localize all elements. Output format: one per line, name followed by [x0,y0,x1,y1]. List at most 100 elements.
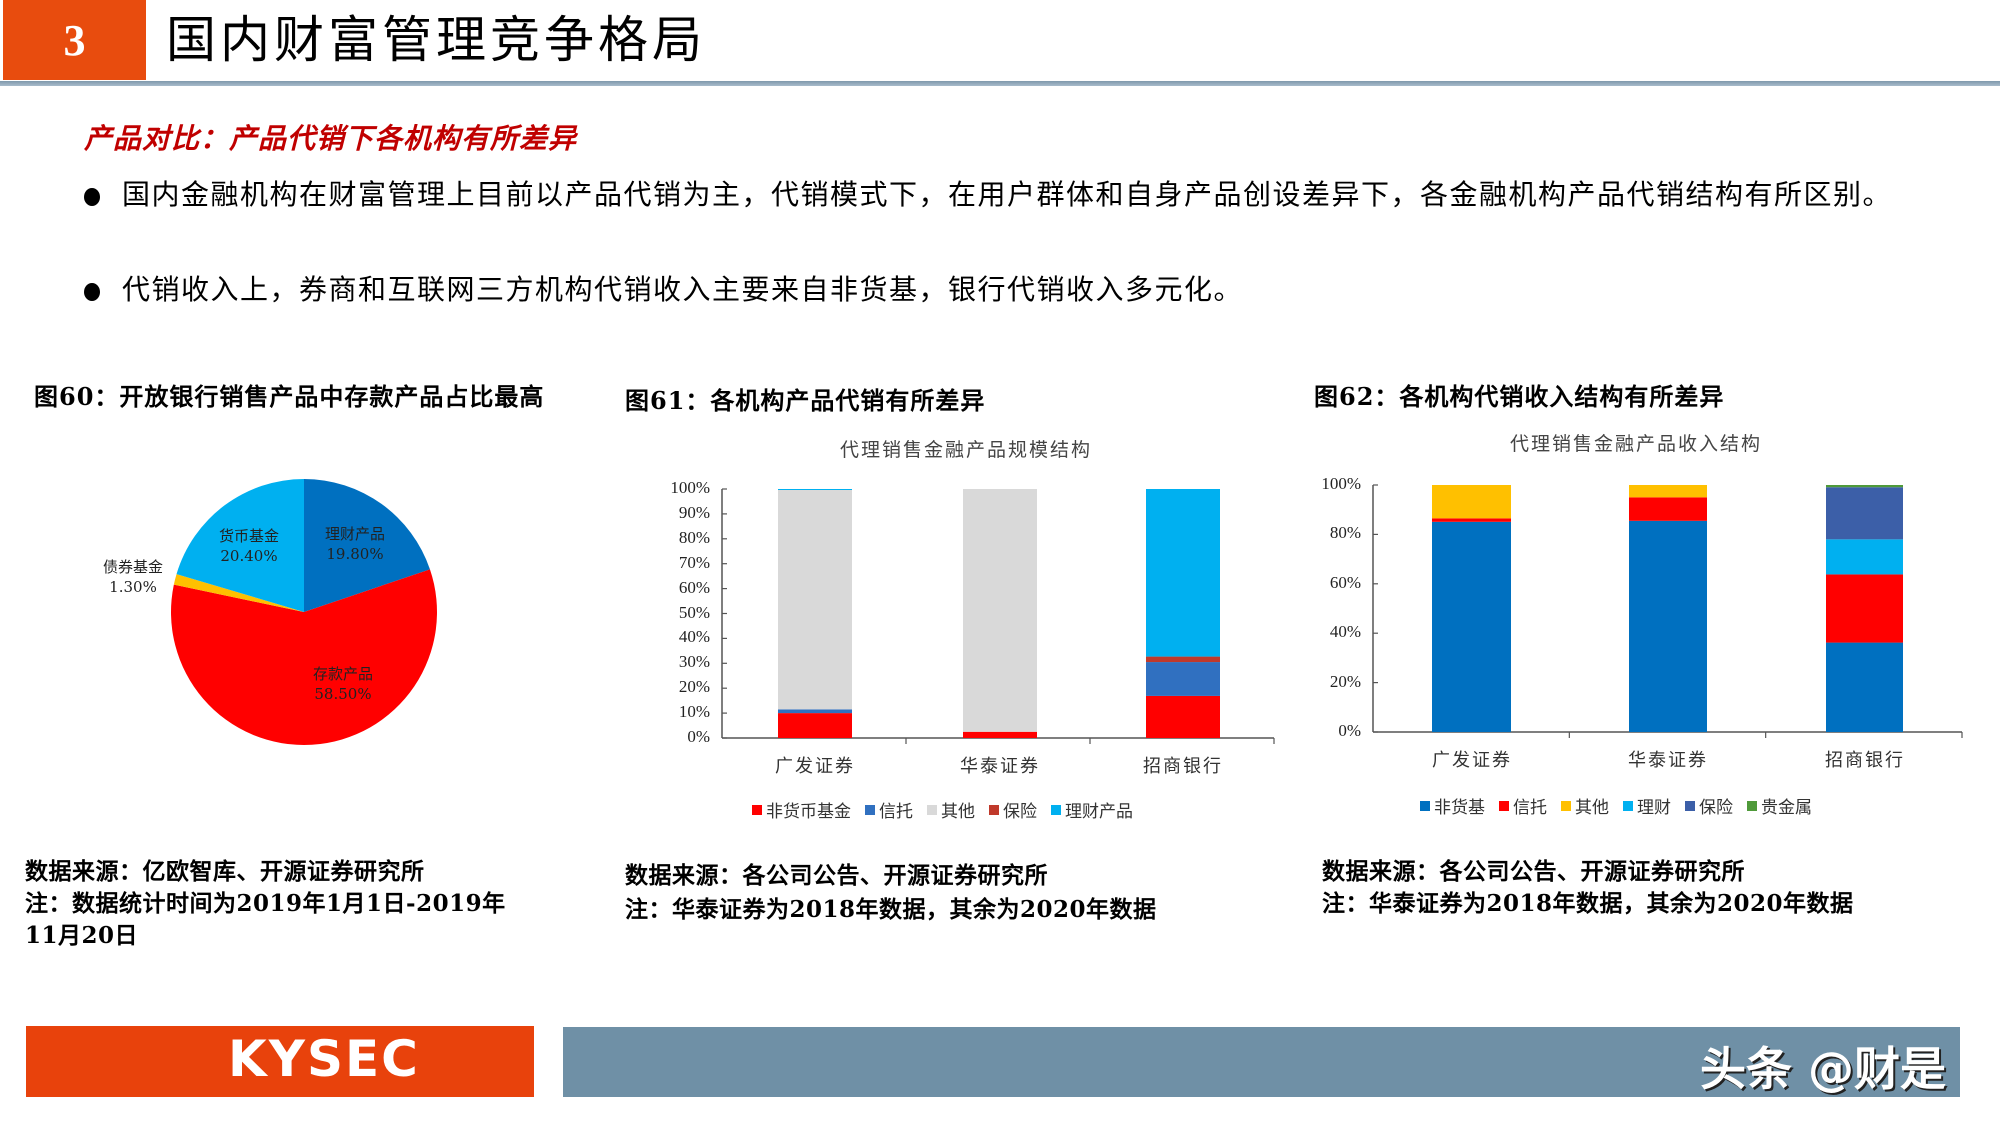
legend-label: 其他 [941,802,975,822]
bar-segment [778,489,852,710]
legend-label: 非货基 [1434,798,1485,818]
figure-60-source: 数据来源：亿欧智库、开源证券研究所 [25,858,425,885]
figure-62-title: 图62：各机构代销收入结构有所差异 [1314,382,1725,411]
chart-62-category: 招商银行 [1825,750,1905,771]
legend-item: 信托 [1499,793,1547,818]
pie-label-bond-fund: 债券基金 1.30% [102,558,163,596]
y-tick-label: 60% [1329,572,1361,592]
chart-62-legend: 非货基 信托 其他 理财 保险 贵金属 [1420,793,1812,818]
bar-segment [1826,574,1903,643]
chart-61-category: 广发证券 [775,756,855,777]
bullet-item: 代销收入上，券商和互联网三方机构代销收入主要来自非货基，银行代销收入多元化。 [84,271,1984,311]
pie-label-money-fund: 货币基金 20.40% [218,527,279,565]
bar-segment [1146,695,1220,738]
bar-segment [1432,485,1511,519]
bullet-item: 国内金融机构在财富管理上目前以产品代销为主，代销模式下，在用户群体和自身产品创设… [84,176,1984,256]
legend-item: 其他 [1561,793,1609,818]
legend-swatch-icon [1561,800,1571,811]
bar-chart-scale [721,488,1275,744]
legend-swatch-icon [1420,800,1430,811]
legend-item: 保险 [1685,793,1733,818]
legend-item: 保险 [989,797,1037,822]
legend-swatch-icon [1747,800,1757,811]
chart-61-category: 招商银行 [1143,756,1223,777]
bar-segment [778,713,852,738]
watermark-text: 头条 @财是 [1700,1042,1947,1096]
legend-item: 理财 [1623,793,1671,818]
figure-60-note: 注：数据统计时间为2019年1月1日-2019年 [25,890,506,917]
legend-swatch-icon [1685,800,1695,811]
figure-62-note: 注：华泰证券为2018年数据，其余为2020年数据 [1322,890,1854,917]
legend-swatch-icon [865,804,875,815]
y-tick-label: 90% [678,502,710,522]
figure-61-note: 注：华泰证券为2018年数据，其余为2020年数据 [625,896,1157,923]
y-tick-label: 70% [678,552,710,572]
y-tick-label: 0% [687,727,710,746]
pie-slice [173,574,304,612]
y-tick-label: 100% [670,478,710,497]
legend-item: 信托 [865,797,913,822]
legend-item: 其他 [927,797,975,822]
y-tick-label: 10% [678,702,710,722]
header-divider [0,81,2000,86]
legend-item: 非货基 [1420,793,1485,818]
y-tick-label: 20% [1329,671,1361,691]
figure-60-title: 图60：开放银行销售产品中存款产品占比最高 [34,382,545,411]
legend-swatch-icon [1499,800,1509,811]
legend-label: 信托 [1513,798,1547,818]
bar-segment [1432,521,1511,732]
legend-swatch-icon [927,804,937,815]
legend-label: 非货币基金 [766,802,851,822]
pie-label-wealth: 理财产品 19.80% [324,525,385,563]
legend-label: 理财产品 [1065,802,1133,822]
y-tick-label: 50% [678,602,710,622]
bar-segment [778,709,852,714]
chart-62-category: 华泰证券 [1628,750,1708,771]
y-tick-label: 20% [678,677,710,697]
pie-chart [170,479,437,745]
footer-bar [563,1027,1960,1097]
pie-slice [176,479,304,612]
bar-segment [1432,518,1511,522]
figure-61-source: 数据来源：各公司公告、开源证券研究所 [625,862,1048,889]
pie-slice [170,569,437,745]
page-title: 国内财富管理竞争格局 [166,11,706,69]
y-tick-label: 80% [678,527,710,547]
legend-label: 保险 [1003,802,1037,822]
kysec-logo: KYSEC [228,1030,420,1088]
legend-label: 保险 [1699,798,1733,818]
bullet-dot-icon [84,283,100,301]
legend-label: 理财 [1637,798,1671,818]
legend-swatch-icon [1051,804,1061,815]
bullet-text: 国内金融机构在财富管理上目前以产品代销为主，代销模式下，在用户群体和自身产品创设… [122,178,1893,211]
pie-label-deposit: 存款产品 58.50% [312,665,373,703]
legend-label: 信托 [879,802,913,822]
bar-segment [1826,487,1903,540]
y-tick-label: 40% [678,627,710,647]
figure-60-note-cont: 11月20日 [25,922,139,949]
bar-segment [1146,662,1220,696]
legend-item: 理财产品 [1051,797,1133,822]
chart-61-category: 华泰证券 [960,756,1040,777]
legend-item: 非货币基金 [752,797,851,822]
bar-segment [1826,539,1903,575]
legend-swatch-icon [752,804,762,815]
bar-segment [1629,485,1707,498]
legend-swatch-icon [1623,800,1633,811]
chart-61-legend: 非货币基金 信托 其他 保险 理财产品 [752,797,1133,822]
bar-segment [1629,520,1707,732]
section-number-badge: 3 [3,0,146,80]
bar-segment [1826,485,1903,488]
figure-62-source: 数据来源：各公司公告、开源证券研究所 [1322,858,1745,885]
legend-item: 贵金属 [1747,793,1812,818]
legend-label: 贵金属 [1761,798,1812,818]
y-tick-label: 80% [1329,523,1361,543]
bar-segment [1146,489,1220,657]
bar-segment [1146,656,1220,663]
bar-chart-revenue [1372,484,1963,738]
chart-62-category: 广发证券 [1432,750,1512,771]
y-tick-label: 0% [1338,721,1361,740]
bar-segment [778,489,852,490]
pie-slice [304,479,430,612]
